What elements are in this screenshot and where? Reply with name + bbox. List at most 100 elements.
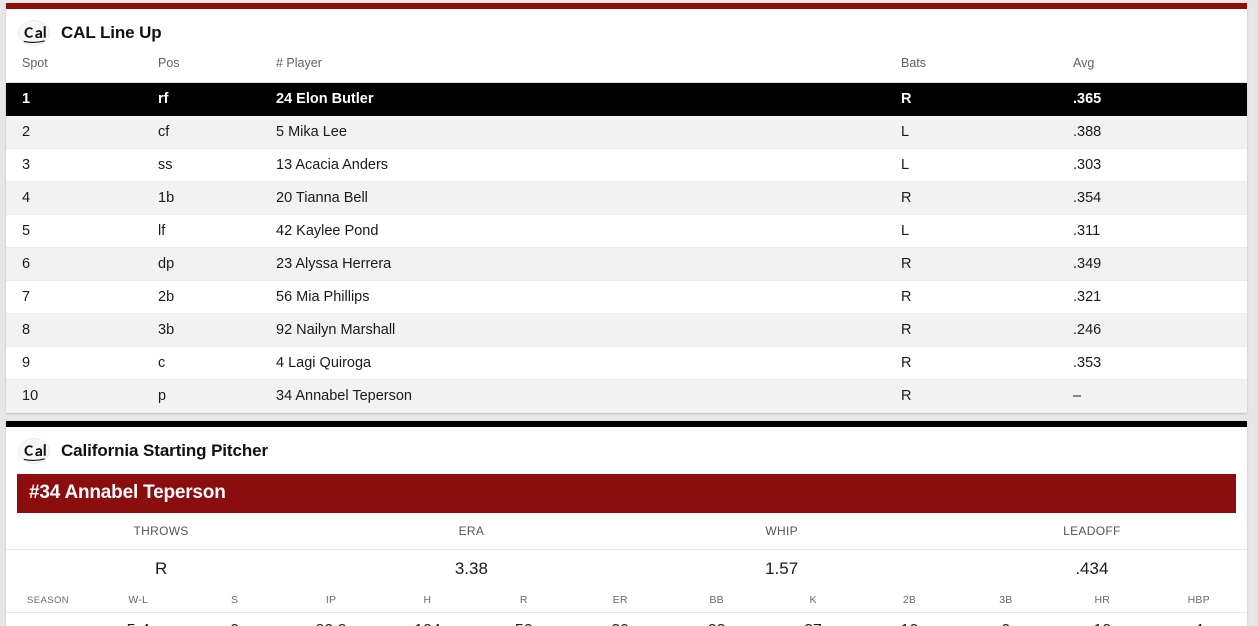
row-bats: L <box>901 214 1073 248</box>
row-bats: L <box>901 115 1073 149</box>
pitcher-season-label: SEASON <box>6 588 90 613</box>
pitcher-value-hr: 10 <box>1054 612 1151 626</box>
lineup-card-header: CAL Line Up <box>6 9 1247 56</box>
pitcher-value-h: 104 <box>379 612 476 626</box>
row-pos: c <box>158 346 276 380</box>
cal-logo-icon <box>18 438 50 464</box>
lineup-col-spot: Spot <box>6 56 158 83</box>
pitcher-header-3b: 3B <box>957 588 1055 613</box>
lineup-card-topbar <box>6 3 1247 9</box>
table-row[interactable]: 3 ss 13 Acacia Anders L .303 <box>6 148 1247 182</box>
pitcher-header-h: H <box>379 588 476 613</box>
pitcher-header-era: ERA <box>316 513 627 550</box>
pitcher-header-leadoff: LEADOFF <box>936 513 1247 550</box>
pitcher-header-wl: W-L <box>90 588 187 613</box>
row-spot: 8 <box>6 313 158 347</box>
row-spot: 7 <box>6 280 158 314</box>
row-pos: cf <box>158 115 276 149</box>
row-avg: .354 <box>1073 181 1247 215</box>
row-pos: 3b <box>158 313 276 347</box>
pitcher-summary-value-row: R 3.38 1.57 .434 <box>6 550 1247 589</box>
card-gap <box>6 413 1247 421</box>
lineup-col-bats: Bats <box>901 56 1073 83</box>
row-spot: 1 <box>6 82 158 116</box>
row-bats: R <box>901 247 1073 281</box>
table-row[interactable]: 5 lf 42 Kaylee Pond L .311 <box>6 214 1247 248</box>
table-row[interactable]: 4 1b 20 Tianna Bell R .354 <box>6 181 1247 215</box>
row-pos: 1b <box>158 181 276 215</box>
row-spot: 4 <box>6 181 158 215</box>
table-row[interactable]: 1 rf 24 Elon Butler R .365 <box>6 82 1247 116</box>
lineup-table-body: 1 rf 24 Elon Butler R .365 2 cf 5 Mika L… <box>6 82 1247 413</box>
pitcher-value-era: 3.38 <box>454 559 488 578</box>
row-spot: 10 <box>6 379 158 413</box>
lineup-col-avg: Avg <box>1073 56 1247 83</box>
row-player: 20 Tianna Bell <box>276 181 901 215</box>
pitcher-value-ip: 80.2 <box>282 612 380 626</box>
pitcher-value-whip: 1.57 <box>765 559 799 578</box>
lineup-col-pos: Pos <box>158 56 276 83</box>
pitcher-value-leadoff: .434 <box>1075 559 1109 578</box>
pitcher-value-3b: 0 <box>957 612 1055 626</box>
pitcher-season-value-blank <box>6 612 90 626</box>
row-player: 4 Lagi Quiroga <box>276 346 901 380</box>
pitcher-season-header-row: SEASON W-L S IP H R ER BB K 2B 3B HR HBP <box>6 588 1247 613</box>
pitcher-name-banner: #34 Annabel Teperson <box>17 474 1236 513</box>
pitcher-value-throws: R <box>154 559 168 578</box>
lineup-table-header-row: Spot Pos # Player Bats Avg <box>6 56 1247 83</box>
pitcher-value-r: 50 <box>475 612 573 626</box>
pitcher-value-hbp: 4 <box>1150 612 1247 626</box>
pitcher-header-throws: THROWS <box>6 513 317 550</box>
pitcher-header-whip: WHIP <box>626 513 937 550</box>
pitcher-header-er: ER <box>572 588 669 613</box>
row-avg: .365 <box>1073 82 1247 116</box>
lineup-card-title: CAL Line Up <box>61 23 162 42</box>
table-row[interactable]: 6 dp 23 Alyssa Herrera R .349 <box>6 247 1247 281</box>
pitcher-header-2b: 2B <box>861 588 958 613</box>
pitcher-header-bb: BB <box>668 588 765 613</box>
pitcher-value-k: 37 <box>764 612 862 626</box>
row-spot: 5 <box>6 214 158 248</box>
pitcher-summary-header-row: THROWS ERA WHIP LEADOFF <box>6 513 1247 550</box>
pitcher-value-er: 39 <box>572 612 669 626</box>
lineup-card: CAL Line Up Spot Pos # Player Bats Avg 1… <box>6 3 1247 413</box>
row-pos: lf <box>158 214 276 248</box>
row-player: 42 Kaylee Pond <box>276 214 901 248</box>
table-row[interactable]: 8 3b 92 Nailyn Marshall R .246 <box>6 313 1247 347</box>
row-player: 13 Acacia Anders <box>276 148 901 182</box>
row-spot: 9 <box>6 346 158 380</box>
pitcher-season-table: SEASON W-L S IP H R ER BB K 2B 3B HR HBP… <box>6 588 1247 626</box>
row-pos: rf <box>158 82 276 116</box>
pitcher-card: California Starting Pitcher #34 Annabel … <box>6 421 1247 626</box>
pitcher-header-s: S <box>186 588 283 613</box>
pitcher-header-hr: HR <box>1054 588 1151 613</box>
table-row[interactable]: 10 p 34 Annabel Teperson R – <box>6 379 1247 413</box>
lineup-col-player: # Player <box>276 56 901 83</box>
table-row[interactable]: 7 2b 56 Mia Phillips R .321 <box>6 280 1247 314</box>
lineup-table: Spot Pos # Player Bats Avg 1 rf 24 Elon … <box>6 56 1247 413</box>
row-avg: .246 <box>1073 313 1247 347</box>
table-row[interactable]: 2 cf 5 Mika Lee L .388 <box>6 115 1247 149</box>
row-player: 23 Alyssa Herrera <box>276 247 901 281</box>
row-bats: L <box>901 148 1073 182</box>
pitcher-card-header: California Starting Pitcher <box>6 427 1247 474</box>
row-spot: 2 <box>6 115 158 149</box>
row-spot: 3 <box>6 148 158 182</box>
pitcher-season-value-row: 5-4 0 80.2 104 50 39 23 37 10 0 10 4 <box>6 612 1247 626</box>
row-player: 24 Elon Butler <box>276 82 901 116</box>
row-bats: R <box>901 313 1073 347</box>
pitcher-card-title: California Starting Pitcher <box>61 441 269 460</box>
row-player: 92 Nailyn Marshall <box>276 313 901 347</box>
pitcher-value-bb: 23 <box>668 612 765 626</box>
pitcher-card-topbar <box>6 421 1247 427</box>
row-player: 56 Mia Phillips <box>276 280 901 314</box>
pitcher-value-2b: 10 <box>861 612 958 626</box>
row-avg: .303 <box>1073 148 1247 182</box>
row-avg: .388 <box>1073 115 1247 149</box>
row-pos: ss <box>158 148 276 182</box>
pitcher-value-wl: 5-4 <box>90 612 187 626</box>
row-bats: R <box>901 181 1073 215</box>
table-row[interactable]: 9 c 4 Lagi Quiroga R .353 <box>6 346 1247 380</box>
row-avg: .353 <box>1073 346 1247 380</box>
